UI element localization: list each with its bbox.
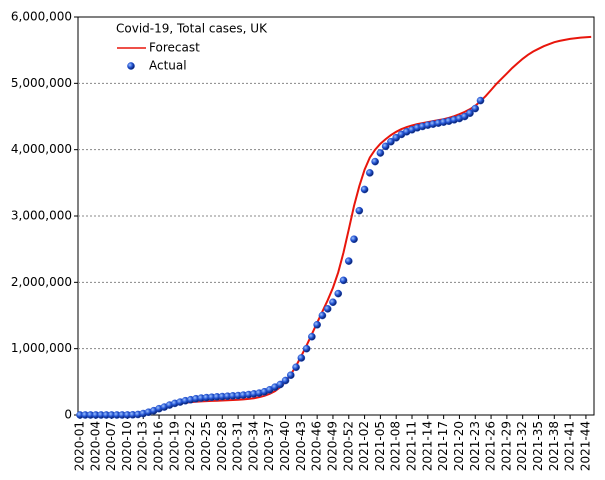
- x-tick-label: 2021-05: [373, 421, 387, 471]
- x-tick-label: 2020-16: [152, 421, 166, 471]
- x-tick-label: 2021-23: [468, 421, 482, 471]
- x-tick-label: 2021-20: [452, 421, 466, 471]
- x-tick-label: 2021-29: [499, 421, 513, 471]
- actual-point: [466, 109, 474, 117]
- x-tick-label: 2021-38: [547, 421, 561, 471]
- x-tick-label: 2020-43: [294, 421, 308, 471]
- x-tick-label: 2020-31: [231, 421, 245, 471]
- actual-point: [308, 332, 316, 341]
- actual-point: [376, 149, 385, 157]
- actual-point: [339, 276, 348, 285]
- x-tick-label: 2020-40: [278, 421, 292, 471]
- x-tick-label: 2021-17: [436, 421, 450, 471]
- y-tick-label: 4,000,000: [11, 142, 72, 156]
- x-tick-label: 2021-32: [515, 421, 529, 471]
- x-tick-label: 2020-49: [325, 421, 339, 471]
- x-tick-label: 2021-11: [405, 421, 419, 471]
- x-tick-label: 2020-34: [246, 421, 260, 471]
- actual-point: [318, 311, 327, 320]
- y-tick-label: 5,000,000: [11, 76, 72, 90]
- legend-title: Covid-19, Total cases, UK: [116, 22, 268, 36]
- actual-point: [344, 257, 353, 265]
- x-tick-label: 2020-46: [310, 421, 324, 471]
- x-tick-label: 2020-07: [104, 421, 118, 471]
- y-tick-label: 1,000,000: [11, 341, 72, 355]
- x-tick-label: 2021-35: [531, 421, 545, 471]
- actual-point: [297, 354, 306, 362]
- x-tick-label: 2021-41: [563, 421, 577, 471]
- actual-point: [276, 380, 285, 389]
- x-tick-label: 2020-19: [167, 421, 181, 471]
- actual-point: [366, 169, 374, 177]
- actual-point: [381, 142, 390, 151]
- actual-point: [334, 289, 343, 298]
- x-tick-label: 2020-25: [199, 421, 213, 471]
- x-tick-label: 2020-22: [183, 421, 197, 471]
- x-tick-label: 2020-37: [262, 421, 276, 471]
- x-tick-label: 2021-08: [389, 421, 403, 471]
- x-tick-label: 2021-44: [578, 421, 592, 471]
- x-tick-label: 2020-28: [215, 421, 229, 471]
- actual-point: [471, 104, 480, 113]
- actual-point: [360, 185, 369, 194]
- actual-point: [313, 320, 321, 329]
- forecast-line: [80, 35, 592, 416]
- x-tick-label: 2021-26: [484, 421, 498, 471]
- actual-point: [302, 344, 311, 353]
- actual-point: [371, 157, 379, 166]
- actual-point: [355, 206, 364, 215]
- actual-point: [292, 363, 300, 372]
- x-tick-label: 2020-10: [120, 421, 134, 471]
- x-tick-label: 2020-52: [341, 421, 355, 471]
- x-tick-label: 2020-01: [73, 421, 87, 471]
- actual-point: [350, 235, 358, 244]
- legend-label: Actual: [149, 59, 187, 73]
- actual-point: [323, 305, 332, 313]
- actual-point: [281, 376, 290, 385]
- legend-swatch: [127, 62, 135, 70]
- x-tick-label: 2020-04: [88, 421, 102, 471]
- x-tick-label: 2020-13: [136, 421, 150, 471]
- x-tick-label: 2021-02: [357, 421, 371, 471]
- actual-point: [476, 96, 485, 105]
- actual-point: [329, 298, 337, 307]
- y-tick-label: 3,000,000: [11, 209, 72, 223]
- y-tick-label: 0: [64, 408, 72, 422]
- y-tick-label: 6,000,000: [11, 10, 72, 24]
- y-tick-label: 2,000,000: [11, 275, 72, 289]
- actual-point: [286, 371, 295, 380]
- x-tick-label: 2021-14: [420, 421, 434, 471]
- legend-label: Forecast: [149, 41, 200, 55]
- actual-point: [387, 137, 395, 146]
